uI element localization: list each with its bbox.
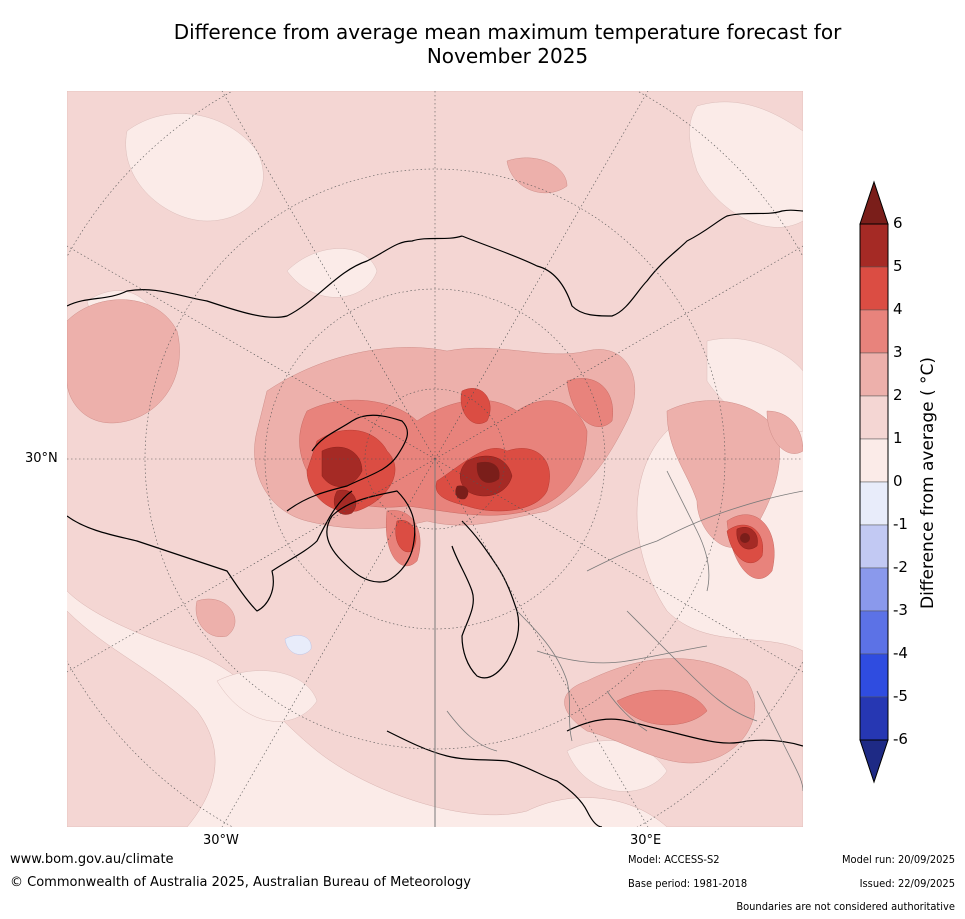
- colorbar-tick-label: 6: [893, 214, 903, 232]
- forecast-map: [67, 91, 803, 827]
- lon-label-30e: 30°E: [630, 833, 662, 848]
- title-line-1: Difference from average mean maximum tem…: [173, 20, 842, 44]
- footer-copyright: © Commonwealth of Australia 2025, Austra…: [10, 875, 471, 890]
- title-line-2: November 2025: [426, 44, 589, 68]
- country-borders: [446, 470, 803, 792]
- colorbar: [859, 180, 889, 784]
- colorbar-over-arrow: [859, 180, 889, 225]
- colorbar-tick-label: 2: [893, 386, 903, 404]
- colorbar-segment: [859, 309, 889, 354]
- colorbar-tick-label: -5: [893, 687, 908, 705]
- colorbar-segment: [859, 395, 889, 440]
- colorbar-tick-label: -3: [893, 601, 908, 619]
- colorbar-tick-label: -2: [893, 558, 908, 576]
- colorbar-under-arrow: [859, 739, 889, 784]
- colorbar-tick-label: 5: [893, 257, 903, 275]
- footer-model: Model: ACCESS-S2: [628, 853, 720, 866]
- footer-issued: Issued: 22/09/2025: [859, 877, 955, 890]
- colorbar-title: Difference from average ( °C): [918, 356, 938, 610]
- colorbar-segment: [859, 653, 889, 698]
- colorbar-segment: [859, 696, 889, 741]
- colorbar-tick-label: -4: [893, 644, 908, 662]
- footer-model-run: Model run: 20/09/2025: [842, 853, 955, 866]
- colorbar-segment: [859, 223, 889, 268]
- colorbar-tick-label: 4: [893, 300, 903, 318]
- colorbar-segment: [859, 438, 889, 483]
- colorbar-segment: [859, 266, 889, 311]
- colorbar-tick-label: 3: [893, 343, 903, 361]
- colorbar-segment: [859, 567, 889, 612]
- chart-title: Difference from average mean maximum tem…: [60, 20, 955, 68]
- anomaly-band-minus-1-0: [284, 635, 312, 655]
- colorbar-segment: [859, 481, 889, 526]
- colorbar-segment: [859, 352, 889, 397]
- colorbar-tick-label: -6: [893, 730, 908, 748]
- colorbar-frame: [859, 223, 889, 741]
- colorbar-tick-label: -1: [893, 515, 908, 533]
- lat-label-30n: 30°N: [25, 451, 58, 466]
- lon-label-30w: 30°W: [203, 833, 239, 848]
- footer-base-period: Base period: 1981-2018: [628, 877, 748, 890]
- colorbar-tick-label: 0: [893, 472, 903, 490]
- colorbar-segment: [859, 610, 889, 655]
- footer-website: www.bom.gov.au/climate: [10, 852, 174, 867]
- footer-disclaimer: Boundaries are not considered authoritat…: [736, 900, 955, 913]
- colorbar-tick-label: 1: [893, 429, 903, 447]
- colorbar-segment: [859, 524, 889, 569]
- anomaly-band-over-6: [455, 461, 750, 543]
